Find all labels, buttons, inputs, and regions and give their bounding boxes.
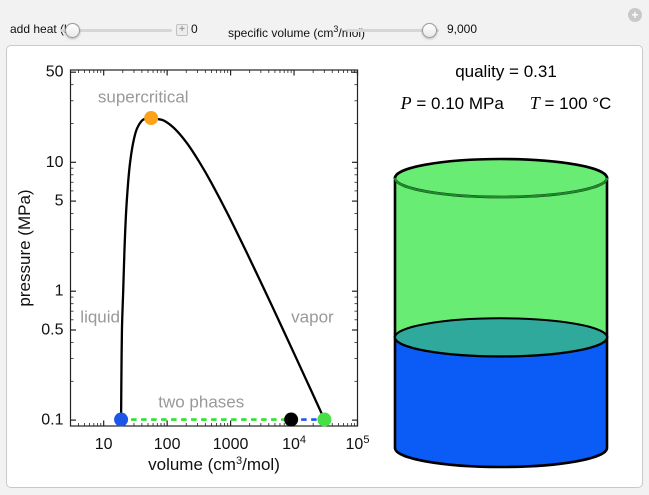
- tank-top-front-rim: [393, 177, 609, 199]
- saturated-liquid-dot: [114, 412, 129, 427]
- pressure-value: P = 0.10 MPa: [400, 93, 504, 113]
- add-heat-label: add heat (kJ): [10, 22, 81, 36]
- annotation-supercritical: supercritical: [98, 88, 189, 107]
- temperature-value: T = 100 °C: [529, 93, 612, 113]
- saturated-vapor-dot: [317, 412, 332, 427]
- specific-volume-slider-thumb[interactable]: [422, 23, 437, 38]
- annotation-liquid: liquid: [80, 308, 120, 327]
- plot-frame: [69, 69, 359, 427]
- add-heat-slider-track[interactable]: [60, 29, 172, 32]
- quality-readout: quality = 0.31: [455, 62, 557, 81]
- add-heat-expand-button[interactable]: +: [176, 24, 188, 36]
- specific-volume-label: specific volume (cm3/mol): [228, 24, 366, 40]
- plus-icon: +: [631, 8, 639, 22]
- phase-interface-ellipse: [394, 317, 608, 358]
- y-tick-label: 1: [55, 283, 64, 300]
- x-axis-label: volume (cm3/mol): [148, 455, 280, 474]
- annotation-vapor: vapor: [291, 308, 334, 327]
- add-heat-value: 0: [191, 22, 198, 36]
- y-tick-label: 10: [46, 154, 64, 171]
- x-tick-label: 1000: [213, 436, 249, 453]
- specific-volume-slider-track[interactable]: [346, 29, 439, 32]
- overall-state-dot: [284, 412, 299, 427]
- tank-graphic: [393, 157, 609, 469]
- x-tick-label: 10: [95, 436, 113, 453]
- quality-value: 0.31: [523, 62, 557, 81]
- add-heat-slider-thumb[interactable]: [64, 23, 80, 38]
- manipulate-expand-button[interactable]: +: [628, 8, 642, 22]
- annotation-two-phases: two phases: [158, 393, 244, 412]
- y-tick-label: 50: [46, 64, 64, 81]
- pv-diagram: 10 100 1000 104 105 0.1 0.5 1 5 10 50 volume (cm3/m…: [15, 64, 370, 474]
- specific-volume-value: 9,000: [447, 22, 478, 36]
- y-tick-label: 0.5: [41, 322, 63, 339]
- add-heat-slider[interactable]: [60, 23, 172, 38]
- y-tick-label: 5: [55, 193, 64, 210]
- liquid-region: [393, 336, 609, 469]
- x-tick-label: 104: [282, 434, 306, 453]
- y-tick-label: 0.1: [41, 412, 63, 429]
- specific-volume-slider[interactable]: [346, 23, 439, 38]
- pressure-temperature-readout: P = 0.10 MPa T = 100 °C: [376, 93, 636, 114]
- saturation-dome-curve: [119, 116, 326, 421]
- x-tick-label: 100: [154, 436, 181, 453]
- critical-point-dot: [144, 111, 159, 126]
- x-tick-label: 105: [346, 434, 370, 453]
- y-axis-label: pressure (MPa): [15, 189, 34, 306]
